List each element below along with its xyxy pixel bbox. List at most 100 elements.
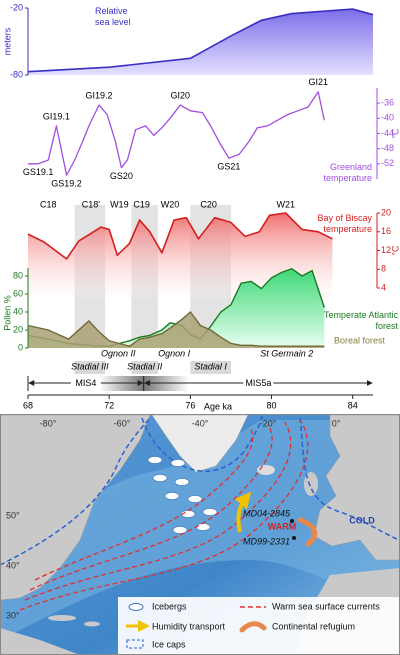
series-label: Temperate Atlantic forest xyxy=(324,310,399,331)
refugium xyxy=(297,517,318,547)
iceberg xyxy=(170,459,186,467)
legend-label: Humidity transport xyxy=(152,621,226,631)
sst-area xyxy=(28,213,333,298)
warm-label: WARM xyxy=(268,521,297,531)
y2-axis-label: °C xyxy=(390,128,400,139)
pollen-line xyxy=(27,310,325,347)
y-axis-label: meters xyxy=(2,27,12,55)
y2-axis-label: °C xyxy=(390,245,400,256)
x-tick-label: 84 xyxy=(348,400,358,410)
humidity-arrow xyxy=(234,491,252,533)
y-axis-label: Pollen % xyxy=(2,295,12,331)
y-tick-label: -20 xyxy=(10,2,23,12)
sea-level-area xyxy=(28,9,373,76)
core-site xyxy=(290,519,294,523)
interstadial-label: Ognon II xyxy=(101,348,136,358)
north-america xyxy=(1,415,151,601)
y2-tick-label: -36 xyxy=(381,98,394,108)
legend-iceberg xyxy=(128,603,144,611)
y2-tick-label: -44 xyxy=(381,128,394,138)
greenland-line xyxy=(28,91,325,176)
y2-tick-label: 16 xyxy=(381,226,391,236)
annotation: GS21 xyxy=(217,162,240,172)
y2-tick-label: 8 xyxy=(381,264,386,274)
current xyxy=(29,423,273,591)
series-label-line: temperature xyxy=(323,173,372,183)
series-label-line: Temperate Atlantic xyxy=(324,310,399,320)
stadial-label: Stadial III xyxy=(71,361,109,371)
series-label: Greenland temperature xyxy=(323,162,372,183)
iceland xyxy=(257,465,275,475)
series-label-line: temperature xyxy=(323,224,372,234)
annotation: GI21 xyxy=(308,77,328,87)
interstadial-label: St Germain 2 xyxy=(260,348,313,358)
annotation: GS19.1 xyxy=(23,167,54,177)
pollen-area xyxy=(28,312,325,348)
y2-tick-label: -48 xyxy=(381,143,394,153)
legend-ice-cap xyxy=(126,639,144,649)
parallel-label: 40° xyxy=(6,560,20,570)
annotation: W19 xyxy=(110,199,129,209)
y-tick-label: 20 xyxy=(13,324,23,334)
stadial-box xyxy=(131,361,158,374)
stage-label-bg xyxy=(70,377,101,389)
legend-label: Continental refugium xyxy=(272,621,355,631)
x-tick-label: 76 xyxy=(185,400,195,410)
meridian-label: -40° xyxy=(192,418,209,428)
current xyxy=(24,421,292,601)
series-label: Boreal forest xyxy=(334,335,386,345)
ice-cap-edge xyxy=(299,417,399,541)
parallel-label: 30° xyxy=(6,610,20,620)
y-tick-label: -80 xyxy=(10,69,23,79)
charts: Stadial III Stadial II Stadial I Ognon II Og… xyxy=(2,2,400,411)
stadial-label: Stadial I xyxy=(194,361,227,371)
stage-label: MIS5a xyxy=(245,378,271,388)
map: -80° -60° -40° -20° 0° 50° 40° 30° MD04-2845 WARM… xyxy=(1,415,399,654)
meridian-label: -20° xyxy=(260,418,277,428)
y2-tick-label: 20 xyxy=(381,207,391,217)
series-label-line: sea level xyxy=(95,17,131,27)
iceberg xyxy=(172,526,188,534)
series-label: Bay of Biscay temperature xyxy=(317,213,372,234)
annotation: C19 xyxy=(133,199,150,209)
annotation: C20 xyxy=(200,199,217,209)
stadial-box xyxy=(74,361,106,374)
site-label: MD99-2331 xyxy=(243,536,290,546)
x-tick-label: 72 xyxy=(104,400,114,410)
current xyxy=(34,427,254,581)
annotation: W20 xyxy=(161,199,180,209)
iceberg xyxy=(187,495,203,503)
annotation: GS20 xyxy=(110,171,133,181)
island xyxy=(48,615,76,621)
legend-label: Warm sea surface currents xyxy=(272,601,380,611)
iceberg xyxy=(174,478,190,486)
meridian-label: -80° xyxy=(40,418,57,428)
y-tick-label: 80 xyxy=(13,270,23,280)
series-label-line: Relative xyxy=(95,6,128,16)
series-label: Relative sea level xyxy=(95,6,131,27)
iceberg xyxy=(147,456,163,464)
parallel-label: 50° xyxy=(6,510,20,520)
island xyxy=(84,621,100,627)
legend-refugium xyxy=(239,621,267,633)
annotation: C18' xyxy=(82,199,101,209)
pollen-area xyxy=(28,268,325,348)
y-tick-label: 60 xyxy=(13,288,23,298)
iceberg xyxy=(152,474,168,482)
annotation: W21 xyxy=(276,199,295,209)
meridian-label: -60° xyxy=(114,418,131,428)
y2-tick-label: -52 xyxy=(381,158,394,168)
y-tick-label: 0 xyxy=(18,342,23,352)
south-america xyxy=(1,628,78,654)
sea-level-line xyxy=(27,8,374,73)
legend-label: Icebergs xyxy=(152,601,187,611)
stage-label-bg xyxy=(243,377,274,389)
annotation: C18 xyxy=(40,199,57,209)
cold-label: COLD xyxy=(349,515,375,525)
current xyxy=(19,419,309,611)
core-site xyxy=(292,536,296,540)
annotation: GS19.2 xyxy=(51,179,82,189)
ice-cap-edge xyxy=(1,417,151,566)
legend-label: Ice caps xyxy=(152,639,186,649)
